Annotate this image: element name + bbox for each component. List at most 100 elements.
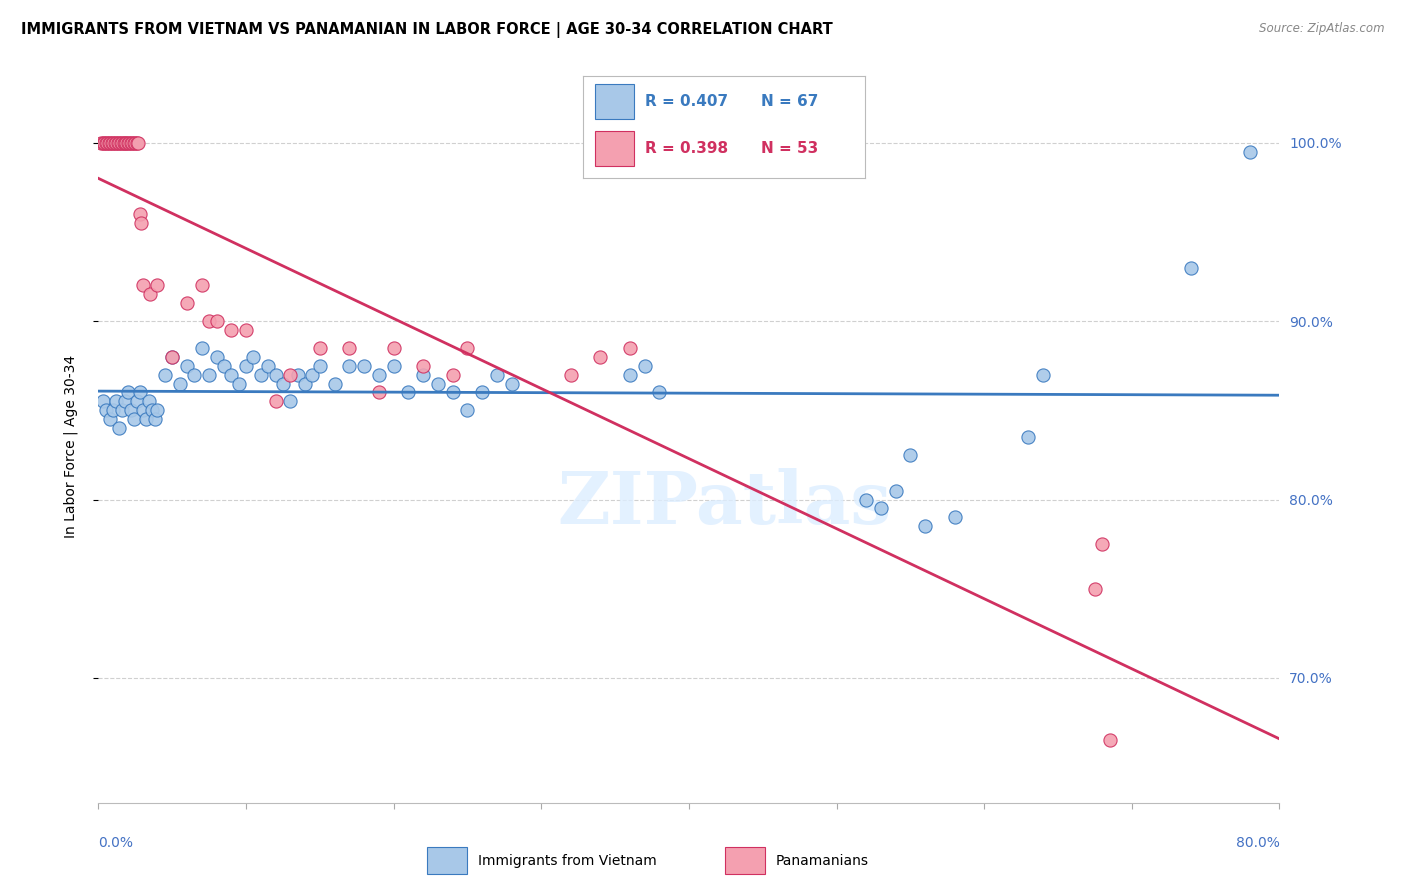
- Point: [368, 385, 391, 400]
- Point: [339, 359, 360, 373]
- Point: [264, 368, 287, 382]
- Point: [257, 359, 280, 373]
- Point: [162, 350, 183, 364]
- Point: [353, 359, 375, 373]
- Point: [456, 403, 478, 417]
- Point: [122, 136, 145, 150]
- Point: [143, 412, 166, 426]
- Point: [108, 136, 131, 150]
- Point: [1017, 430, 1039, 444]
- Point: [294, 376, 316, 391]
- Point: [855, 492, 877, 507]
- Point: [309, 341, 332, 355]
- Point: [648, 385, 671, 400]
- Point: [97, 136, 120, 150]
- Point: [91, 136, 114, 150]
- Point: [103, 403, 125, 417]
- Point: [128, 385, 150, 400]
- Point: [323, 376, 346, 391]
- Point: [221, 323, 243, 337]
- Point: [121, 136, 143, 150]
- Point: [105, 136, 128, 150]
- Point: [869, 501, 891, 516]
- Bar: [595, 131, 634, 166]
- Point: [94, 136, 117, 150]
- Point: [278, 394, 302, 409]
- Point: [884, 483, 907, 498]
- Bar: [427, 847, 467, 874]
- Point: [235, 323, 257, 337]
- Point: [120, 403, 142, 417]
- Point: [382, 341, 405, 355]
- Point: [271, 376, 294, 391]
- Point: [456, 341, 478, 355]
- Point: [914, 519, 936, 533]
- Point: [221, 368, 243, 382]
- Point: [124, 136, 146, 150]
- Point: [278, 368, 302, 382]
- Point: [111, 136, 134, 150]
- Point: [100, 136, 122, 150]
- Point: [107, 136, 129, 150]
- Point: [1032, 368, 1054, 382]
- Point: [146, 278, 169, 293]
- Point: [132, 403, 155, 417]
- Point: [183, 368, 205, 382]
- Point: [138, 394, 160, 409]
- Point: [162, 350, 183, 364]
- Point: [176, 359, 198, 373]
- Point: [198, 314, 221, 328]
- Point: [98, 412, 121, 426]
- Point: [396, 385, 419, 400]
- Point: [191, 278, 214, 293]
- Text: N = 53: N = 53: [761, 141, 818, 156]
- Point: [412, 368, 434, 382]
- Point: [441, 385, 464, 400]
- Point: [501, 376, 523, 391]
- Point: [114, 394, 136, 409]
- Point: [441, 368, 464, 382]
- Point: [1239, 145, 1261, 159]
- Point: [105, 394, 128, 409]
- Point: [139, 287, 162, 301]
- Point: [309, 359, 332, 373]
- Point: [368, 368, 391, 382]
- Point: [1084, 582, 1107, 596]
- Point: [205, 314, 228, 328]
- Text: N = 67: N = 67: [761, 94, 818, 109]
- Point: [228, 376, 250, 391]
- Point: [103, 136, 125, 150]
- Bar: [725, 847, 765, 874]
- Point: [191, 341, 214, 355]
- Point: [141, 403, 163, 417]
- Point: [176, 296, 198, 310]
- Point: [122, 412, 145, 426]
- Point: [91, 394, 114, 409]
- Point: [242, 350, 264, 364]
- Point: [560, 368, 582, 382]
- Point: [96, 136, 118, 150]
- Point: [108, 421, 131, 435]
- Point: [94, 403, 117, 417]
- Point: [633, 359, 655, 373]
- Point: [125, 394, 148, 409]
- Point: [129, 216, 152, 230]
- Text: Source: ZipAtlas.com: Source: ZipAtlas.com: [1260, 22, 1385, 36]
- Point: [111, 403, 134, 417]
- Point: [153, 368, 176, 382]
- Point: [198, 368, 221, 382]
- Point: [128, 207, 150, 221]
- Point: [301, 368, 323, 382]
- Point: [117, 385, 139, 400]
- Point: [900, 448, 922, 462]
- Point: [205, 350, 228, 364]
- Point: [112, 136, 135, 150]
- Y-axis label: In Labor Force | Age 30-34: In Labor Force | Age 30-34: [63, 354, 77, 538]
- Point: [264, 394, 287, 409]
- Point: [117, 136, 139, 150]
- Text: 80.0%: 80.0%: [1236, 836, 1279, 850]
- Point: [486, 368, 509, 382]
- Text: IMMIGRANTS FROM VIETNAM VS PANAMANIAN IN LABOR FORCE | AGE 30-34 CORRELATION CHA: IMMIGRANTS FROM VIETNAM VS PANAMANIAN IN…: [21, 22, 832, 38]
- Point: [1098, 733, 1121, 747]
- Point: [132, 278, 155, 293]
